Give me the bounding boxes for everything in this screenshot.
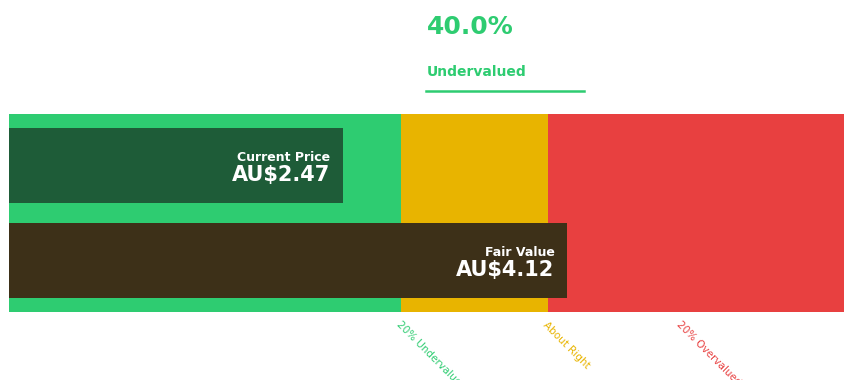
Text: AU$2.47: AU$2.47	[232, 165, 330, 185]
Bar	[401, 114, 547, 128]
Bar	[9, 298, 401, 312]
Bar	[547, 223, 843, 298]
Bar	[401, 298, 547, 312]
Text: Undervalued: Undervalued	[426, 65, 526, 79]
Text: 40.0%: 40.0%	[426, 15, 513, 39]
Bar	[547, 114, 843, 128]
Text: 20% Undervalued: 20% Undervalued	[394, 320, 467, 380]
Bar	[547, 298, 843, 312]
Bar	[9, 114, 401, 128]
Bar	[401, 203, 547, 223]
Bar	[401, 128, 843, 203]
Bar	[9, 223, 843, 298]
Bar	[9, 128, 843, 203]
Text: Fair Value: Fair Value	[484, 246, 554, 259]
Bar	[401, 223, 843, 298]
Text: 20% Overvalued: 20% Overvalued	[673, 320, 741, 380]
Bar	[547, 203, 843, 223]
Bar	[547, 128, 843, 203]
Text: AU$4.12: AU$4.12	[456, 260, 554, 280]
Text: Current Price: Current Price	[237, 151, 330, 165]
Bar	[9, 223, 567, 298]
Bar	[9, 128, 343, 203]
Text: About Right: About Right	[540, 320, 590, 370]
Bar	[9, 203, 401, 223]
